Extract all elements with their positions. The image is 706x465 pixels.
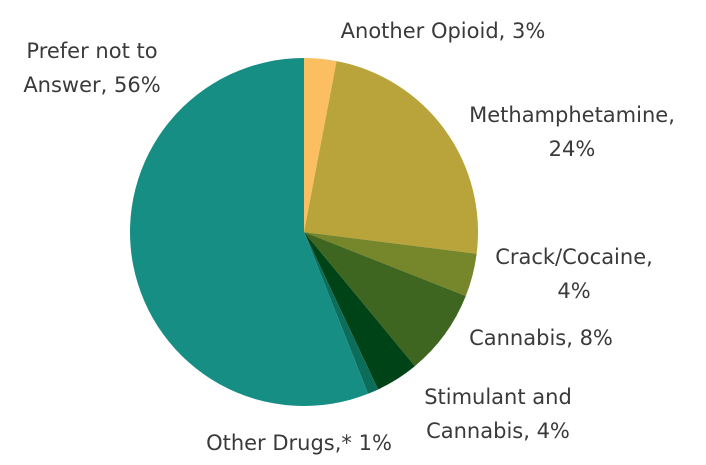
slice-label-line: Stimulant and: [424, 385, 572, 409]
slice-label-3: Cannabis, 8%: [469, 326, 613, 350]
pie-slice-6: [129, 58, 369, 407]
slice-label-line: Methamphetamine,: [469, 103, 675, 127]
slice-label-4: Stimulant and Cannabis, 4%: [424, 385, 572, 443]
slice-label-line: Crack/Cocaine,: [495, 245, 653, 269]
slice-label-0: Another Opioid, 3%: [341, 19, 546, 43]
slice-label-2: Crack/Cocaine, 4%: [495, 245, 653, 303]
slice-label-5: Other Drugs,* 1%: [206, 431, 392, 455]
slice-label-line: Cannabis, 4%: [426, 419, 570, 443]
pie-slice-4: [304, 232, 415, 390]
slice-labels: Another Opioid, 3% Methamphetamine, 24% Cra…: [23, 19, 675, 455]
pie-slice-0: [304, 58, 337, 232]
slice-label-line: Cannabis, 8%: [469, 326, 613, 350]
slice-label-line: Another Opioid, 3%: [341, 19, 546, 43]
slice-label-line: 4%: [557, 279, 590, 303]
pie-slice-3: [304, 232, 466, 367]
slice-label-6: Prefer not to Answer, 56%: [23, 39, 160, 97]
pie-slice-1: [304, 61, 479, 254]
pie-slice-2: [304, 232, 477, 297]
pie-slice-5: [304, 232, 379, 394]
slice-label-line: 24%: [549, 137, 596, 161]
pie-slices: [129, 58, 479, 407]
slice-label-line: Answer, 56%: [23, 73, 160, 97]
slice-label-1: Methamphetamine, 24%: [469, 103, 675, 161]
slice-label-line: Other Drugs,* 1%: [206, 431, 392, 455]
slice-label-line: Prefer not to: [26, 39, 157, 63]
